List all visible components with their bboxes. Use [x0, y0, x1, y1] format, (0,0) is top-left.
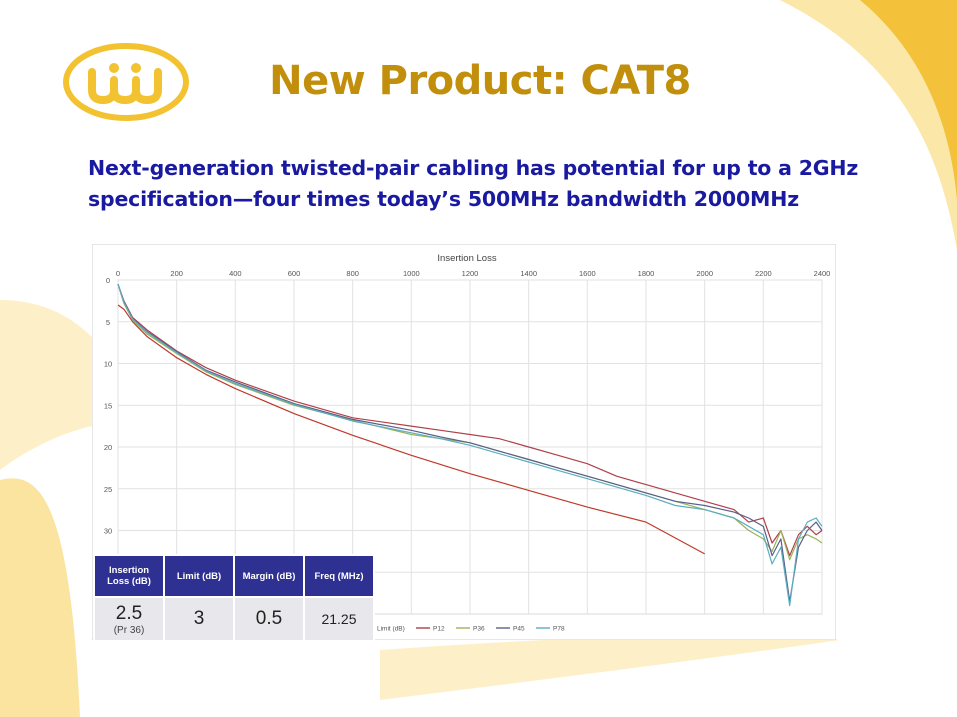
chart-axes: 0 200 400 600 800 1000 1200 1400 1600 1800 2000 220…	[104, 269, 831, 577]
series-line-p78	[117, 284, 823, 607]
chart-title: Insertion Loss	[437, 253, 496, 264]
header-limit: Limit (dB)	[163, 554, 235, 598]
logo-dot-1	[109, 63, 119, 73]
series-line-limit-db	[117, 304, 705, 555]
x-tick-label: 600	[288, 269, 301, 278]
logo-dot-2	[131, 63, 141, 73]
y-tick-label: 0	[106, 276, 110, 285]
left-swoosh-2	[0, 478, 80, 717]
logo-oval	[63, 43, 189, 121]
cell-freq: 21.25	[303, 596, 375, 642]
slide-subtitle: Next-generation twisted-pair cabling has…	[88, 153, 908, 215]
legend-label: P36	[473, 626, 485, 633]
x-tick-label: 2200	[755, 269, 772, 278]
subtitle-line-2: specification—four times today’s 500MHz …	[88, 187, 799, 211]
x-tick-label: 1000	[403, 269, 420, 278]
y-tick-label: 30	[104, 527, 112, 536]
insertion-loss-value: 2.5	[115, 602, 143, 624]
cell-margin: 0.5	[233, 596, 305, 642]
legend-item: P12	[416, 626, 445, 633]
legend-item: P36	[456, 626, 485, 633]
y-tick-label: 5	[106, 318, 110, 327]
company-logo	[63, 43, 189, 121]
legend-label: P12	[433, 626, 445, 633]
x-tick-label: 0	[116, 269, 120, 278]
insertion-loss-note: (Pr 36)	[113, 624, 145, 636]
legend-label: P45	[513, 626, 525, 633]
series-line-p45	[117, 284, 823, 603]
x-tick-label: 1200	[462, 269, 479, 278]
legend-item: P45	[496, 626, 525, 633]
x-tick-label: 1600	[579, 269, 596, 278]
y-tick-label: 20	[104, 443, 112, 452]
chart-series	[117, 284, 823, 607]
logo-letters	[88, 68, 162, 105]
insertion-loss-table: Insertion Loss (dB) Limit (dB) Margin (d…	[93, 554, 375, 642]
left-swoosh	[0, 300, 140, 470]
header-freq: Freq (MHz)	[303, 554, 375, 598]
header-margin: Margin (dB)	[233, 554, 305, 598]
top-right-swoosh-accent	[860, 0, 957, 200]
x-tick-label: 400	[229, 269, 242, 278]
cell-insertion-loss: 2.5 (Pr 36)	[93, 596, 165, 642]
x-tick-label: 1800	[638, 269, 655, 278]
legend-label: Limit (dB)	[377, 626, 405, 633]
subtitle-line-1: Next-generation twisted-pair cabling has…	[88, 156, 859, 180]
x-tick-label: 2400	[814, 269, 831, 278]
y-tick-label: 10	[104, 360, 112, 369]
cell-limit: 3	[163, 596, 235, 642]
slide-title: New Product: CAT8	[269, 58, 691, 104]
y-tick-label: 15	[104, 401, 112, 410]
header-insertion-loss: Insertion Loss (dB)	[93, 554, 165, 598]
y-tick-label: 25	[104, 485, 112, 494]
x-tick-label: 2000	[696, 269, 713, 278]
legend-label: P78	[553, 626, 565, 633]
x-tick-label: 200	[170, 269, 183, 278]
x-tick-label: 1400	[520, 269, 537, 278]
x-tick-label: 800	[346, 269, 359, 278]
top-right-swoosh	[780, 0, 957, 250]
bottom-swoosh	[380, 635, 840, 700]
legend-item: P78	[536, 626, 565, 633]
